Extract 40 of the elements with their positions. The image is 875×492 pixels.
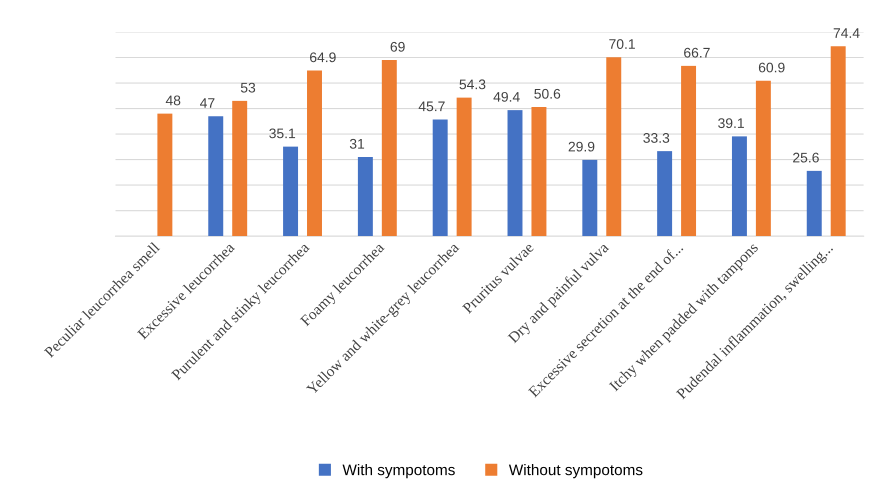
data-label: 33.3	[643, 133, 670, 143]
legend-label: Without sympotoms	[508, 464, 642, 478]
bar	[732, 136, 747, 236]
bar	[806, 170, 822, 236]
data-label: 47	[200, 98, 214, 108]
bar	[232, 100, 248, 236]
bar	[606, 57, 622, 236]
data-label: 66.7	[684, 48, 710, 58]
data-label: 64.9	[310, 52, 336, 62]
data-label: 70.1	[609, 39, 635, 49]
data-label: 48	[166, 96, 180, 106]
bar	[508, 110, 522, 236]
data-label: 31	[350, 138, 364, 149]
data-label: 25.6	[793, 152, 819, 163]
bar	[157, 114, 172, 236]
bar	[756, 80, 771, 236]
data-label: 50.6	[534, 88, 560, 99]
data-label: 39.1	[718, 118, 744, 128]
data-label: 74.4	[834, 28, 860, 38]
data-label: 35.1	[269, 128, 296, 138]
bar	[283, 146, 298, 236]
data-label: 49.4	[493, 92, 520, 102]
bar	[582, 160, 598, 236]
data-label: 29.9	[568, 142, 594, 152]
bar	[382, 60, 397, 236]
data-label: 54.3	[460, 79, 486, 90]
bar	[830, 46, 846, 236]
bar	[307, 70, 322, 236]
bar	[456, 98, 472, 236]
data-label: 69	[390, 42, 405, 52]
legend-label: With sympotoms	[342, 464, 455, 478]
bar	[531, 107, 546, 236]
bar	[358, 157, 373, 236]
data-label: 53	[240, 82, 256, 93]
bar	[681, 66, 696, 236]
bar	[657, 151, 672, 236]
data-label: 60.9	[758, 62, 785, 72]
bar	[432, 120, 448, 236]
bar	[208, 116, 224, 236]
data-label: 45.7	[418, 102, 445, 112]
